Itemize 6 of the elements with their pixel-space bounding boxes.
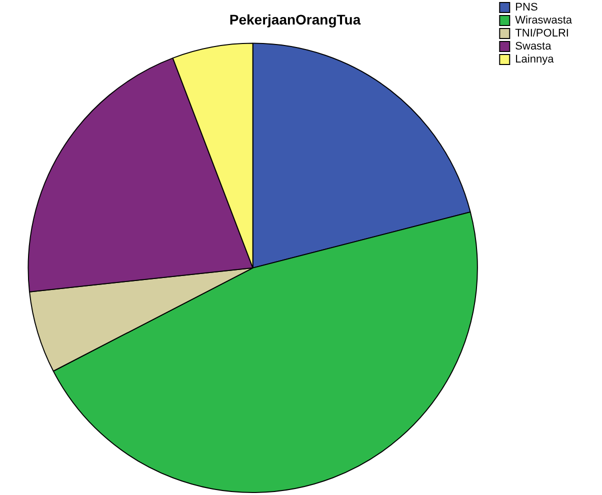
legend-label: Lainnya (515, 54, 555, 66)
legend-label: Wiraswasta (515, 14, 573, 27)
legend-label: Swasta (515, 40, 552, 53)
text: PekerjaanOrangTua (229, 11, 361, 28)
legend-label: TNI/POLRI (515, 28, 569, 40)
legend-label: PNS (515, 2, 538, 14)
